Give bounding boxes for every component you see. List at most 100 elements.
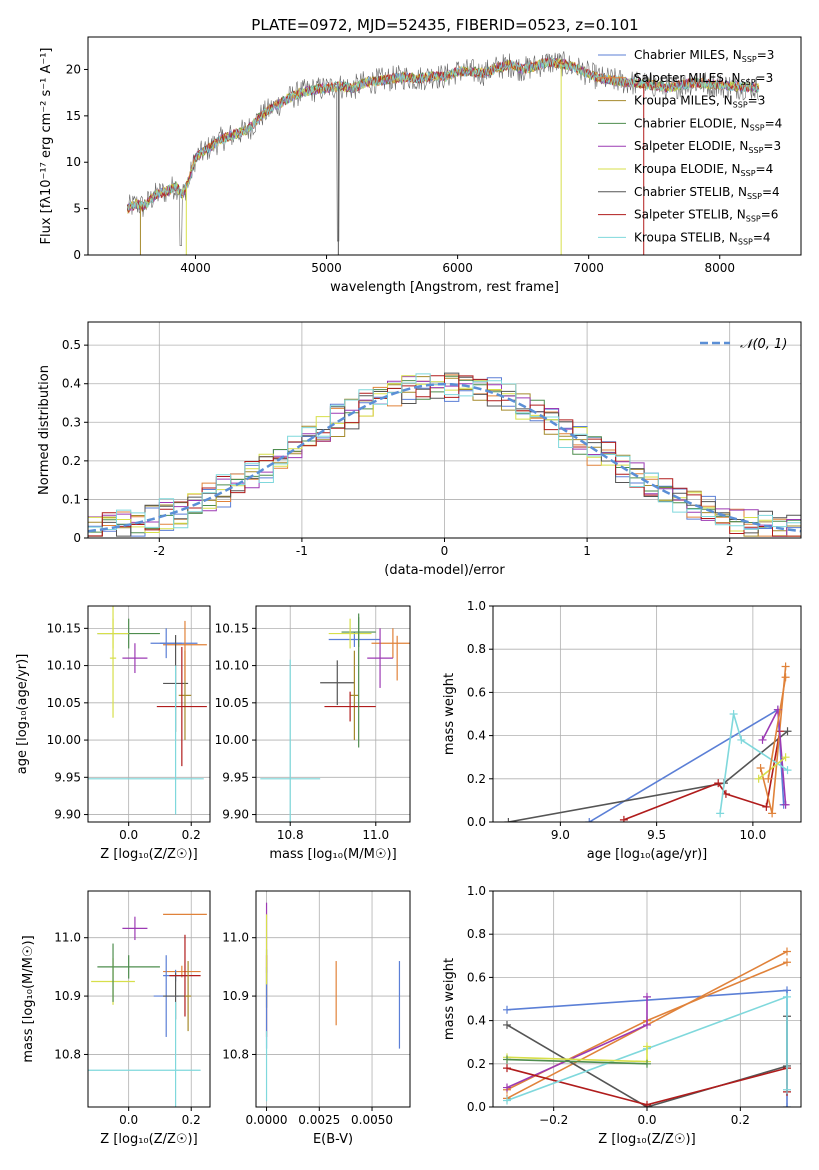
weight-vs-Z-axes: −0.2 0.0 0.2 0.0 0.2 0.4 0.6 0.8 1.0 Z [log₁₀(Z/Z… xyxy=(442,884,802,1147)
age-vs-mass-frame xyxy=(255,605,411,823)
spectrum-line xyxy=(126,57,760,211)
y-tick-label: 5 xyxy=(73,202,81,216)
weight-marker xyxy=(643,992,651,1001)
y-axis-label: mass [log₁₀(M/M☉)] xyxy=(21,935,36,1062)
x-tick-label: 0.0 xyxy=(119,828,138,842)
weight-line xyxy=(758,756,787,780)
weight-marker xyxy=(764,774,773,783)
x-tick-label: 7000 xyxy=(573,261,604,275)
x-tick-label: 0.0 xyxy=(119,1113,138,1127)
spectrum-axes: 4000 5000 6000 7000 8000 0 5 10 15 20 wavelength [… xyxy=(39,36,802,295)
y-tick-label: 0.1 xyxy=(62,492,81,506)
y-axis-label: age [log₁₀(age/yr)] xyxy=(15,654,30,775)
y-tick-label: 0.4 xyxy=(467,729,486,743)
x-tick-label: 10.0 xyxy=(740,828,767,842)
legend-label: Chabrier ELODIE, NSSP=4 xyxy=(634,116,782,132)
y-axis-label: Flux [fλ10⁻¹⁷ erg cm⁻² s⁻¹ A⁻¹] xyxy=(39,48,54,245)
weight-vs-Z-marks xyxy=(503,947,791,1107)
residuals-axes: -2 -1 0 1 2 0 0.1 0.2 0.3 0.4 0.5 (data-model)/erro… xyxy=(37,321,802,578)
legend-label: Kroupa STELIB, NSSP=4 xyxy=(634,230,771,246)
weight-line xyxy=(506,1046,648,1063)
x-tick-label: 11.0 xyxy=(362,828,389,842)
y-tick-label: 0.2 xyxy=(467,772,486,786)
y-axis-label: mass weight xyxy=(442,673,457,755)
weight-marker xyxy=(716,809,725,818)
weight-marker xyxy=(503,1020,511,1029)
age-vs-Z-marks xyxy=(88,606,207,815)
y-axis-label: Normed distribution xyxy=(37,365,52,495)
mass-vs-EBV-frame xyxy=(255,890,411,1108)
weight-marker xyxy=(783,947,791,956)
y-tick-label: 0.4 xyxy=(467,1014,486,1028)
x-tick-label: 0.0 xyxy=(637,1113,656,1127)
weight-marker xyxy=(585,818,594,822)
legend-label: Kroupa MILES, NSSP=3 xyxy=(634,94,765,110)
weight-marker xyxy=(783,766,792,775)
x-tick-label: -2 xyxy=(153,544,165,558)
y-tick-label: 0.8 xyxy=(467,642,486,656)
x-axis-label: Z [log₁₀(Z/Z☉)] xyxy=(100,1132,197,1147)
weight-marker xyxy=(643,1020,651,1029)
age-vs-mass-axes: 10.8 11.0 9.90 9.95 10.00 10.05 10.10 10.15 mass… xyxy=(215,605,411,862)
y-tick-label: 0.6 xyxy=(467,685,486,699)
weight-marker xyxy=(729,710,738,718)
legend-label: 𝒩(0, 1) xyxy=(740,337,787,352)
weight-vs-age-marks xyxy=(504,662,792,822)
weight-marker xyxy=(783,1103,791,1107)
weight-line xyxy=(506,1058,648,1065)
x-tick-label: -1 xyxy=(296,544,308,558)
y-tick-label: 20 xyxy=(66,62,81,76)
y-tick-label: 0.3 xyxy=(62,415,81,429)
weight-line xyxy=(767,677,787,779)
y-tick-label: 0.2 xyxy=(467,1057,486,1071)
weight-marker xyxy=(643,1100,651,1107)
age-vs-Z-frame xyxy=(87,605,211,823)
y-tick-label: 0.6 xyxy=(467,970,486,984)
age-vs-mass-marks xyxy=(260,613,410,822)
weight-marker xyxy=(643,1042,651,1051)
mass-vs-Z-axes: 0.0 0.2 10.8 10.9 11.0 Z [log₁₀(Z/Z☉)] mass [l… xyxy=(21,890,211,1147)
y-tick-label: 9.95 xyxy=(54,770,81,784)
weight-marker xyxy=(504,818,513,822)
x-tick-label: 9.5 xyxy=(647,828,666,842)
weight-line xyxy=(623,731,781,821)
y-tick-label: 10.05 xyxy=(215,696,249,710)
x-tick-label: 0.2 xyxy=(731,1113,750,1127)
weight-line xyxy=(508,730,789,822)
weight-marker xyxy=(737,735,746,744)
y-tick-label: 10.10 xyxy=(215,659,249,673)
y-tick-label: 0.5 xyxy=(62,338,81,352)
y-tick-label: 10.00 xyxy=(47,733,81,747)
residuals-legend: 𝒩(0, 1) xyxy=(700,337,787,352)
y-tick-label: 0.4 xyxy=(62,377,81,391)
y-tick-label: 10.10 xyxy=(47,659,81,673)
x-tick-label: −0.2 xyxy=(539,1113,568,1127)
spectrum-marks xyxy=(126,51,760,255)
legend-label: Salpeter ELODIE, NSSP=3 xyxy=(634,139,781,155)
y-tick-label: 0 xyxy=(73,531,81,545)
x-tick-label: 6000 xyxy=(442,261,473,275)
weight-marker xyxy=(503,1064,511,1073)
x-tick-label: 0 xyxy=(441,544,449,558)
x-tick-label: 0.0050 xyxy=(351,1113,393,1127)
y-tick-label: 11.0 xyxy=(54,931,81,945)
weight-marker xyxy=(503,1055,511,1064)
age-vs-Z-axes: 0.0 0.2 9.90 9.95 10.00 10.05 10.10 10.15 Z [log… xyxy=(15,605,211,862)
weight-marker xyxy=(503,1096,511,1105)
weight-marker xyxy=(768,809,777,818)
weight-marker xyxy=(758,735,767,744)
y-tick-label: 10.00 xyxy=(215,733,249,747)
y-tick-label: 0 xyxy=(73,248,81,262)
weight-marker xyxy=(503,1083,511,1092)
x-axis-label: (data-model)/error xyxy=(384,563,505,578)
y-tick-label: 0.2 xyxy=(62,454,81,468)
y-tick-label: 0.8 xyxy=(467,927,486,941)
weight-marker xyxy=(714,779,723,788)
x-axis-label: E(B-V) xyxy=(313,1132,353,1147)
legend-label: Chabrier STELIB, NSSP=4 xyxy=(634,185,780,201)
legend-label: Chabrier MILES, NSSP=3 xyxy=(634,48,774,64)
spectrum-frame xyxy=(87,36,802,256)
x-tick-label: 0.0025 xyxy=(298,1113,340,1127)
